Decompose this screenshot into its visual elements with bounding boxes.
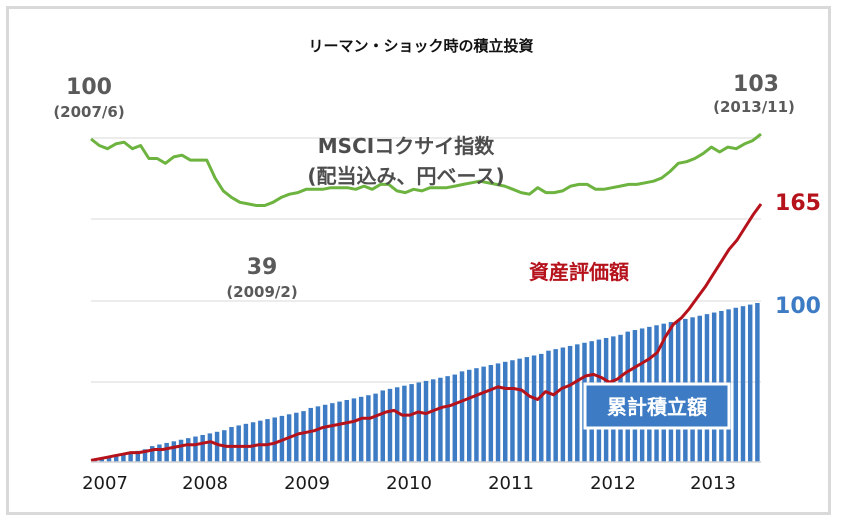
x-tick-label: 2012: [590, 473, 636, 494]
bar-cumulative: [402, 385, 407, 462]
msci-end-value: 103: [733, 72, 779, 97]
msci-end-date: (2013/11): [713, 98, 795, 116]
bar-cumulative: [517, 358, 522, 462]
bar-cumulative: [344, 399, 349, 462]
bar-cumulative: [113, 455, 119, 462]
line-asset-value: [90, 203, 763, 462]
bar-cumulative: [474, 368, 479, 462]
asset-series-name: 資産評価額: [529, 260, 629, 284]
bar-cumulative: [243, 423, 249, 462]
bar-cumulative: [452, 374, 458, 462]
bar-cumulative: [265, 419, 270, 462]
bar-cumulative: [178, 439, 184, 462]
x-tick-label: 2008: [182, 473, 228, 494]
bar-cumulative: [150, 446, 155, 462]
bar-cumulative: [358, 396, 364, 462]
bar-cumulative: [135, 450, 141, 462]
chart-frame: 2007 2008 2009 2010 2011 2012 2013 リーマン・ショック時の…: [6, 6, 831, 515]
bar-cumulative: [301, 411, 306, 462]
bar-cumulative: [294, 412, 299, 462]
bar-cumulative: [575, 344, 580, 462]
bar-cumulative: [366, 395, 371, 462]
bar-cumulative: [430, 379, 436, 462]
x-tick-label: 2009: [284, 473, 330, 494]
bar-cumulative: [272, 417, 277, 462]
bar-cumulative: [193, 436, 198, 462]
bar-cumulative: [214, 431, 220, 462]
bar-cumulative: [373, 393, 378, 462]
bar-cumulative: [481, 366, 486, 462]
bar-cumulative: [387, 388, 393, 462]
bar-cumulative: [423, 380, 429, 462]
bar-cumulative: [142, 449, 148, 462]
bar-cumulative: [164, 442, 169, 462]
bar-cumulative: [733, 307, 739, 462]
msci-series-subname: (配当込み、円ベース): [307, 164, 504, 188]
bar-cumulative: [157, 444, 162, 462]
asset-end-value: 165: [775, 191, 821, 216]
chart: 2007 2008 2009 2010 2011 2012 2013 リーマン・ショック時の…: [53, 37, 821, 494]
x-tick-label: 2013: [690, 473, 736, 494]
msci-start-date: (2007/6): [53, 103, 124, 121]
bar-cumulative: [546, 350, 551, 462]
bar-cumulative: [258, 420, 263, 462]
msci-start-value: 100: [66, 75, 112, 100]
msci-series-name: MSCIコクサイ指数: [318, 134, 495, 158]
bar-cumulative: [351, 398, 357, 462]
bar-cumulative: [553, 349, 558, 462]
bar-cumulative: [394, 387, 400, 462]
bar-cumulative: [524, 357, 530, 462]
bar-cumulative: [466, 369, 472, 462]
bar-cumulative: [171, 441, 177, 462]
bar-cumulative: [322, 404, 328, 462]
bar-cumulative: [106, 457, 112, 462]
bar-cumulative: [755, 303, 760, 462]
bar-cumulative: [128, 452, 133, 462]
bar-cumulative: [236, 425, 241, 462]
bar-cumulative: [250, 422, 256, 462]
bar-cumulative: [337, 401, 342, 462]
bar-cumulative: [315, 406, 321, 462]
x-axis-ticks: 2007 2008 2009 2010 2011 2012 2013: [82, 473, 736, 494]
bar-cumulative: [438, 377, 443, 462]
bar-cumulative: [416, 382, 422, 462]
bar-cumulative: [560, 347, 566, 462]
bar-cumulative: [186, 438, 191, 462]
bar-cumulative: [229, 427, 234, 462]
bar-cumulative: [488, 365, 494, 462]
x-tick-label: 2011: [488, 473, 534, 494]
bar-cumulative: [445, 376, 450, 462]
bar-cumulative: [200, 434, 205, 462]
bar-cumulative: [207, 433, 213, 462]
bar-cumulative: [495, 363, 501, 462]
bar-cumulative: [539, 353, 544, 462]
line-msci-kokusai: [90, 132, 762, 207]
bar-cumulative: [380, 390, 386, 462]
bar-cumulative: [531, 355, 537, 462]
bar-cumulative: [567, 345, 573, 462]
cumulative-series-name: 累計積立額: [607, 395, 707, 419]
bar-cumulative: [330, 403, 335, 462]
bar-cumulative: [747, 304, 753, 462]
chart-title: リーマン・ショック時の積立投資: [308, 37, 533, 55]
cumulative-label-box: [583, 382, 731, 430]
x-tick-label: 2010: [386, 473, 432, 494]
bar-cumulative: [503, 361, 508, 462]
bar-cumulative: [409, 384, 414, 462]
x-tick-label: 2007: [82, 473, 128, 494]
bar-cumulative: [121, 454, 126, 462]
bar-cumulative: [99, 458, 105, 462]
bar-cumulative: [740, 306, 746, 462]
msci-min-value: 39: [247, 255, 278, 280]
msci-min-date: (2009/2): [226, 283, 297, 301]
bar-cumulative: [308, 407, 313, 462]
bar-cumulative: [510, 360, 515, 462]
bar-cumulative: [459, 371, 465, 462]
cumulative-end-value: 100: [775, 294, 821, 319]
